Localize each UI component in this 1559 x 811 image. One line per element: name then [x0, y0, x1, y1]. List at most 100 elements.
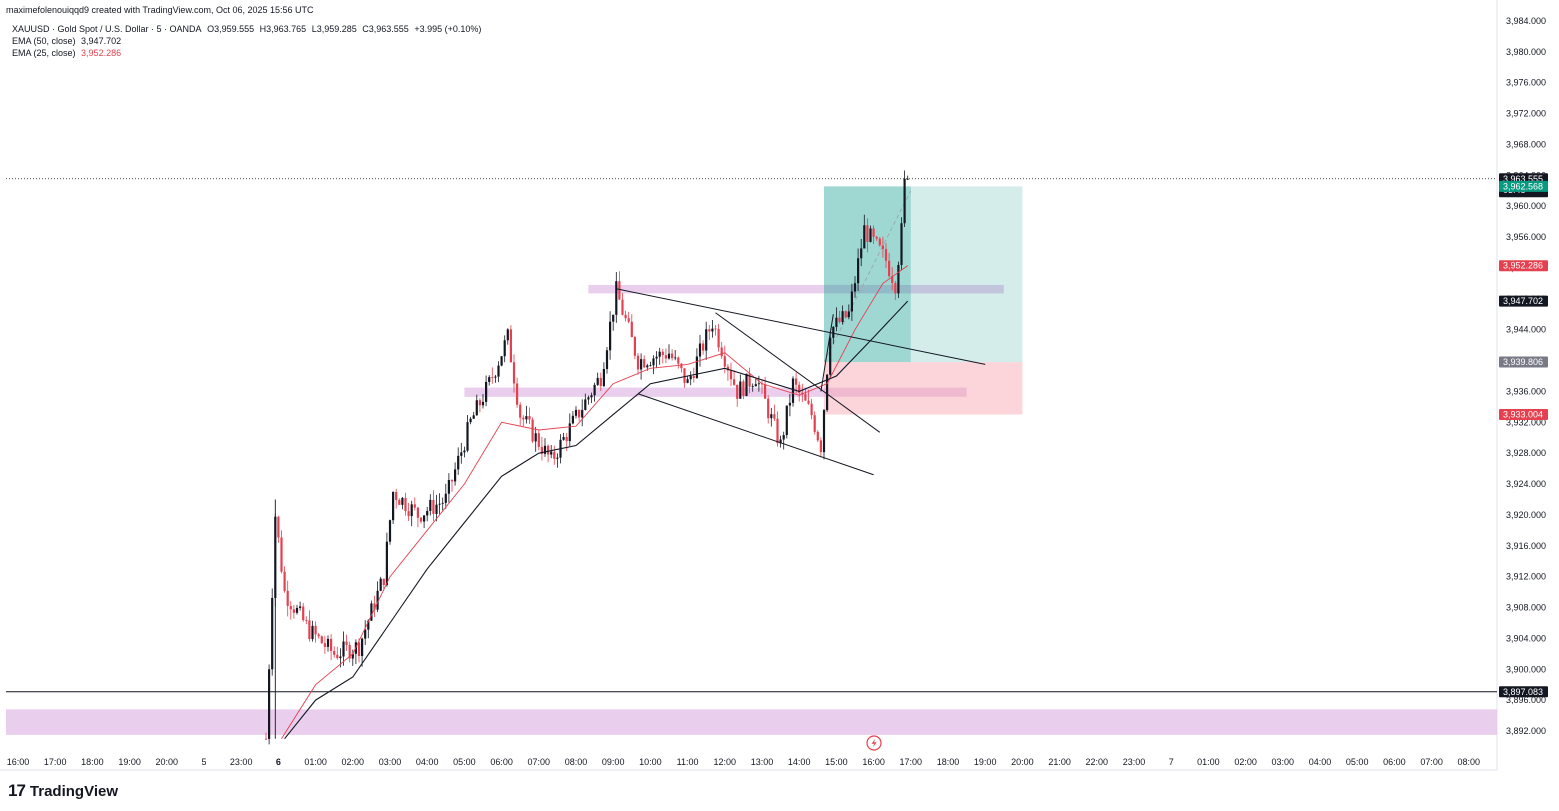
candle-body: [305, 620, 308, 621]
tradingview-logo[interactable]: 17 TradingView: [8, 781, 118, 801]
candle-body: [299, 606, 302, 608]
candle: [354, 639, 357, 665]
candle-body: [450, 480, 454, 482]
candle: [574, 406, 578, 419]
candle: [804, 387, 807, 402]
candle-body: [677, 357, 680, 364]
candle-body: [388, 520, 392, 542]
candle-body: [454, 469, 457, 482]
legend-open: O3,959.555: [207, 24, 255, 34]
candle: [348, 641, 351, 663]
candle: [850, 283, 853, 321]
candle-body: [494, 376, 497, 378]
candle-body: [773, 414, 776, 419]
candle-body: [618, 281, 621, 300]
candle: [506, 328, 509, 345]
candle-body: [432, 499, 435, 514]
stop-price-tag: 3,933.004: [1499, 409, 1548, 421]
candle: [373, 595, 376, 618]
candle-body: [872, 228, 875, 237]
candle: [419, 516, 423, 524]
zones-layer: [6, 284, 1497, 735]
candle: [497, 361, 500, 383]
candle: [627, 311, 630, 324]
candle: [540, 436, 543, 461]
support-resistance-zone: [464, 387, 967, 397]
stop-price-tag-box: [1499, 409, 1548, 421]
candle-body: [447, 480, 450, 494]
candle-body: [345, 641, 348, 646]
lightning-icon[interactable]: [866, 735, 882, 751]
legend-change: +3.995 (+0.10%): [414, 24, 482, 34]
candle-body: [602, 368, 605, 387]
candle-body: [590, 395, 593, 398]
candle-body: [423, 515, 426, 522]
candle: [891, 267, 894, 291]
price-tags-layer: 3,963.55503:483,962.5683,952.2863,947.70…: [1499, 173, 1548, 698]
candle-body: [705, 329, 708, 351]
candle-body: [317, 634, 320, 637]
candle-body: [627, 318, 630, 322]
candle: [593, 382, 596, 402]
candle-body: [742, 381, 745, 396]
long-position-tool[interactable]: [823, 186, 1023, 415]
price-scale-background[interactable]: [1497, 0, 1559, 748]
candle-body: [295, 607, 299, 613]
price-tick-label: 3,932.000: [1506, 417, 1546, 427]
time-tick-label: 02:00: [1234, 757, 1257, 767]
time-axis[interactable]: 16:00 17:00 18:00 19:00 20:00 5 23:00 6 01:00 02:…: [7, 757, 1480, 767]
price-tick-label: 3,904.000: [1506, 633, 1546, 643]
candle: [351, 649, 354, 666]
candle-body: [401, 497, 404, 505]
candle-body: [813, 415, 816, 432]
entry-price-tag-label: 3,939.806: [1503, 357, 1543, 367]
candle-body: [857, 258, 860, 284]
candle: [807, 389, 810, 405]
legend-ema50-row[interactable]: EMA (50, close) 3,947.702: [12, 35, 484, 47]
time-tick-label: 04:00: [416, 757, 439, 767]
candle-body: [869, 228, 872, 242]
candle-body: [364, 629, 367, 639]
candle: [268, 664, 271, 745]
candle-body: [649, 365, 652, 367]
candle-body: [286, 590, 289, 606]
time-tick-label: 17:00: [44, 757, 67, 767]
candle-body: [624, 314, 627, 319]
candle-body: [416, 507, 419, 518]
candle: [531, 417, 534, 443]
time-tick-label: 13:00: [751, 757, 774, 767]
entry-price-tag: 3,939.806: [1499, 356, 1548, 368]
candle-body: [717, 328, 720, 348]
candle-body: [671, 353, 674, 359]
candle-body: [674, 357, 677, 359]
candle-body: [376, 590, 379, 610]
candle-body: [584, 399, 587, 410]
current-price-tag-label: 3,963.555: [1503, 174, 1543, 184]
candle-body: [398, 500, 401, 505]
candle-body: [438, 503, 441, 505]
price-tick-label: 3,980.000: [1506, 47, 1546, 57]
legend-ema25-row[interactable]: EMA (25, close) 3,952.286: [12, 47, 484, 59]
legend-symbol[interactable]: XAUUSD · Gold Spot / U.S. Dollar · 5 · O…: [12, 24, 202, 34]
candle-body: [748, 373, 751, 387]
candle-body: [357, 642, 361, 657]
candle-body: [714, 328, 717, 330]
trendlines-layer[interactable]: [616, 288, 986, 476]
candle-body: [264, 738, 268, 740]
candle-body: [698, 343, 702, 357]
candle: [729, 362, 733, 387]
candle-body: [788, 402, 791, 406]
candle-body: [460, 452, 463, 456]
support-resistance-zone: [588, 284, 1004, 294]
candle: [388, 519, 392, 545]
candle: [878, 237, 881, 247]
candle-body: [888, 260, 891, 277]
candle-body: [311, 625, 314, 640]
candle-body: [822, 410, 826, 453]
candle-body: [599, 377, 602, 387]
candle: [875, 235, 878, 241]
candle: [364, 620, 367, 645]
stop-zone: [824, 362, 1023, 415]
time-tick-label: 12:00: [714, 757, 737, 767]
